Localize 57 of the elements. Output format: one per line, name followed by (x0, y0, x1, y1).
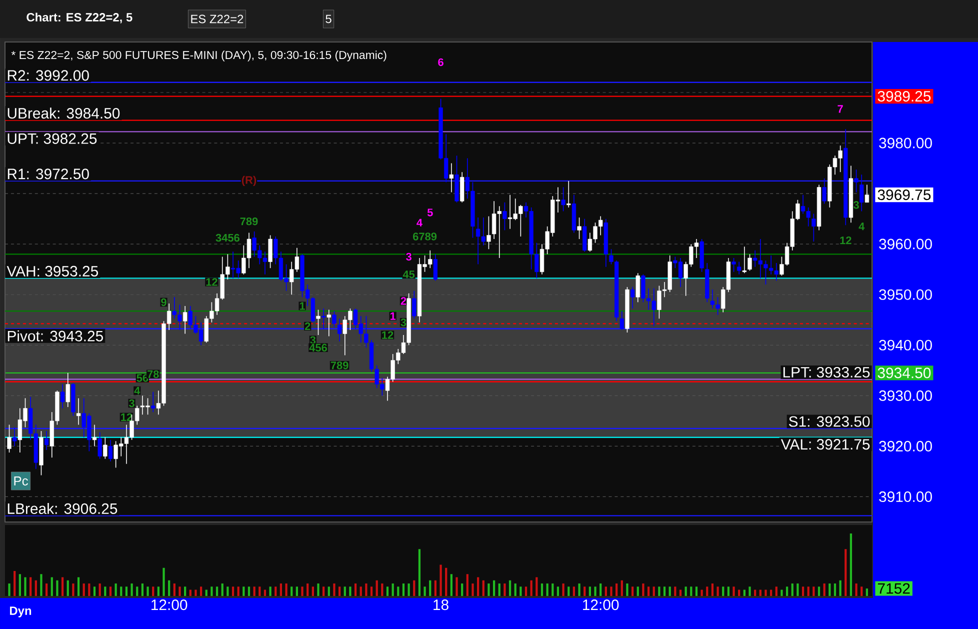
annotation: 6789 (413, 232, 437, 240)
annotation: 5 (427, 208, 433, 216)
text: 3969.75 (878, 190, 931, 200)
text: * ES Z22=2, S&P 500 FUTURES E-MINI (DAY), 5, 09:30-16:15 (Dynamic) (11, 50, 386, 62)
y-tick-label: 3940.00 (879, 340, 932, 350)
annotation: (R) (242, 176, 256, 186)
ref-line-label: S1: 3923.50 (789, 416, 870, 427)
annotation: 3456 (216, 234, 240, 242)
annotation: 456 (309, 344, 327, 352)
text: Dyn (10, 606, 32, 618)
y-tick-label: 3950.00 (879, 289, 932, 300)
ref-line-label: UPT: 3982.25 (8, 133, 97, 144)
x-tick-label: 12:00 (152, 600, 188, 610)
y-tick-label: 3910.00 (879, 491, 932, 502)
ref-line-label: LBreak: 3906.25 (8, 502, 118, 514)
annotation: 3 (129, 399, 134, 408)
annotation: 789 (240, 217, 258, 226)
x-tick-label: 12:00 (583, 600, 619, 610)
annotation: 12 (840, 236, 852, 244)
text: 5 (326, 14, 332, 24)
y-tick-label: 3920.00 (879, 440, 932, 452)
ref-line-label: VAL: 3921.75 (780, 439, 870, 450)
x-tick-label: 18 (434, 600, 448, 610)
annotation: 1 (390, 312, 396, 320)
annotation: 3 (400, 318, 406, 326)
ref-line-label: R2: 3992.00 (8, 70, 89, 81)
ref-line-label: UBreak: 3984.50 (8, 108, 120, 119)
annotation: 9 (161, 298, 166, 306)
y-tick-label: 3980.00 (879, 138, 932, 148)
y-tick-label: 3960.00 (879, 238, 932, 250)
annotation: 7 (838, 105, 843, 113)
annotation: 45 (402, 270, 415, 278)
annotation: 3 (310, 336, 316, 344)
text: Chart: ES Z22=2, 5 (26, 12, 132, 24)
y-tick-label: 3930.00 (879, 390, 932, 401)
ref-line-label: VAH: 3953.25 (6, 266, 98, 276)
annotation: 4 (416, 218, 422, 226)
ref-line-label: LPT: 3933.25 (783, 366, 870, 378)
annotation: 789 (330, 361, 348, 370)
annotation: 3 (406, 252, 412, 261)
ref-line-label: 3934.50 (878, 368, 931, 378)
annotation: 2 (304, 322, 310, 330)
ref-line-label: R1: 3972.50 (8, 168, 89, 180)
ref-line-label: Pivot: 3943.25 (8, 330, 103, 342)
text: 7152 (878, 583, 910, 594)
annotation: 2 (400, 297, 406, 305)
annotation: 1 (300, 302, 305, 310)
annotation: 12 (206, 278, 218, 286)
annotation: 3 (854, 201, 859, 209)
text: ES Z22=2 (191, 14, 244, 24)
annotation: 12 (382, 331, 394, 339)
annotation: 4 (858, 222, 865, 230)
annotation: Pc (14, 476, 28, 486)
ref-line-label: 3989.25 (878, 91, 931, 102)
annotation: 78 (147, 370, 159, 378)
annotation: 6 (438, 58, 444, 66)
annotation: 4 (134, 386, 140, 394)
